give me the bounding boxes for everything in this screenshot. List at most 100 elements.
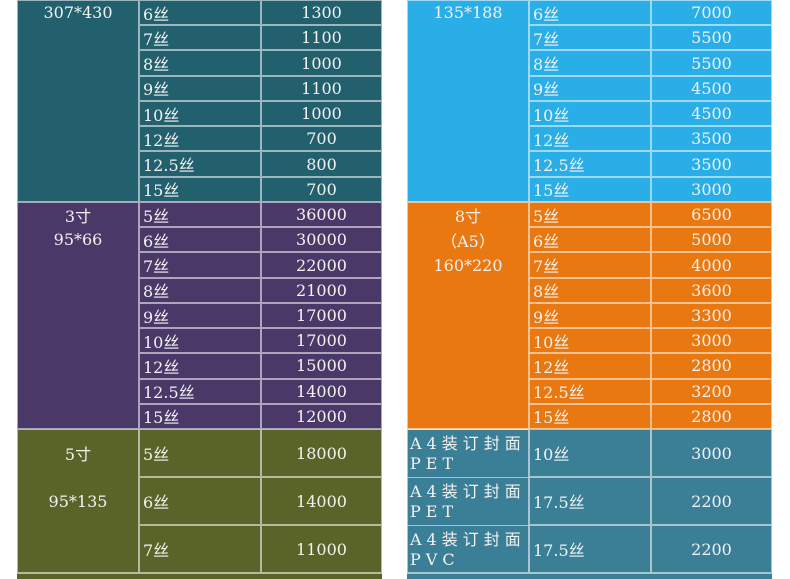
quantity-cell: 3000: [651, 328, 772, 354]
thickness-cell: 6丝: [529, 0, 651, 26]
quantity-cell: 800: [261, 151, 382, 177]
size-label: 95*135: [48, 491, 108, 511]
size-label: 95*66: [53, 230, 103, 250]
quantity-cell: 1000: [261, 100, 382, 127]
right-bottom-strip: [407, 573, 772, 579]
thickness-cell: 5丝: [139, 429, 261, 478]
thickness-cell: 8丝: [529, 277, 651, 303]
thickness-cell: 8丝: [139, 50, 261, 76]
merged-cell: [407, 0, 529, 202]
quantity-cell: 2200: [651, 525, 772, 574]
thickness-cell: 9丝: [139, 302, 261, 329]
thickness-cell: 10丝: [529, 328, 651, 354]
thickness-cell: 7丝: [139, 525, 261, 574]
quantity-cell: 3600: [651, 277, 772, 303]
quantity-cell: 6500: [651, 201, 772, 228]
thickness-cell: 7丝: [529, 252, 651, 278]
quantity-cell: 14000: [261, 378, 382, 404]
quantity-cell: 36000: [261, 201, 382, 228]
thickness-cell: 12.5丝: [529, 151, 651, 177]
thickness-cell: 9丝: [529, 75, 651, 101]
thickness-cell: 9丝: [529, 302, 651, 329]
thickness-cell: 15丝: [529, 176, 651, 202]
quantity-cell: 5500: [651, 25, 772, 51]
quantity-cell: 1100: [261, 25, 382, 51]
size-label: 160*220: [433, 255, 503, 275]
quantity-cell: 4500: [651, 100, 772, 127]
merged-cell: [17, 201, 139, 430]
quantity-cell: 4000: [651, 252, 772, 278]
merged-cell: [407, 429, 529, 574]
size-label: 5寸: [64, 445, 92, 465]
thickness-cell: 12丝: [529, 353, 651, 379]
size-label: A4装订封面PVC: [407, 525, 529, 573]
quantity-cell: 3000: [651, 176, 772, 202]
quantity-cell: 3300: [651, 302, 772, 329]
quantity-cell: 11000: [261, 525, 382, 574]
quantity-cell: 2800: [651, 353, 772, 379]
quantity-cell: 4500: [651, 75, 772, 101]
thickness-cell: 17.5丝: [529, 525, 651, 574]
thickness-cell: 9丝: [139, 75, 261, 101]
size-label: 135*188: [433, 3, 503, 23]
quantity-cell: 17000: [261, 302, 382, 329]
thickness-cell: 17.5丝: [529, 477, 651, 526]
quantity-cell: 30000: [261, 227, 382, 253]
thickness-cell: 7丝: [139, 252, 261, 278]
thickness-cell: 12丝: [139, 353, 261, 379]
thickness-cell: 6丝: [139, 477, 261, 526]
quantity-cell: 17000: [261, 328, 382, 354]
thickness-cell: 15丝: [139, 176, 261, 202]
thickness-cell: 6丝: [139, 0, 261, 26]
quantity-cell: 7000: [651, 0, 772, 26]
thickness-cell: 7丝: [529, 25, 651, 51]
thickness-cell: 10丝: [139, 100, 261, 127]
thickness-cell: 10丝: [529, 429, 651, 478]
merged-cell: [17, 0, 139, 202]
thickness-cell: 12.5丝: [139, 151, 261, 177]
thickness-cell: 15丝: [529, 403, 651, 430]
thickness-cell: 12.5丝: [529, 378, 651, 404]
quantity-cell: 700: [261, 176, 382, 202]
thickness-cell: 10丝: [529, 100, 651, 127]
thickness-cell: 6丝: [529, 227, 651, 253]
thickness-cell: 10丝: [139, 328, 261, 354]
size-label: 3寸: [64, 206, 92, 226]
quantity-cell: 5500: [651, 50, 772, 76]
quantity-cell: 18000: [261, 429, 382, 478]
quantity-cell: 22000: [261, 252, 382, 278]
quantity-cell: 3000: [651, 429, 772, 478]
quantity-cell: 1100: [261, 75, 382, 101]
quantity-cell: 15000: [261, 353, 382, 379]
quantity-cell: 21000: [261, 277, 382, 303]
thickness-cell: 12丝: [139, 126, 261, 152]
thickness-cell: 6丝: [139, 227, 261, 253]
thickness-cell: 12丝: [529, 126, 651, 152]
size-label: 8寸: [454, 206, 482, 226]
quantity-cell: 3500: [651, 151, 772, 177]
quantity-cell: 14000: [261, 477, 382, 526]
left-bottom-strip: [17, 573, 382, 579]
merged-cell: [407, 201, 529, 430]
size-label: A4装订封面PET: [407, 477, 529, 525]
thickness-cell: 12.5丝: [139, 378, 261, 404]
size-label: 307*430: [43, 3, 113, 23]
quantity-cell: 3200: [651, 378, 772, 404]
size-label: A4装订封面PET: [407, 429, 529, 477]
thickness-cell: 15丝: [139, 403, 261, 430]
quantity-cell: 5000: [651, 227, 772, 253]
quantity-cell: 2200: [651, 477, 772, 526]
quantity-cell: 700: [261, 126, 382, 152]
quantity-cell: 1300: [261, 0, 382, 26]
thickness-cell: 5丝: [139, 201, 261, 228]
quantity-cell: 2800: [651, 403, 772, 430]
thickness-cell: 7丝: [139, 25, 261, 51]
size-label: （A5）: [441, 231, 495, 251]
merged-cell: [17, 429, 139, 574]
quantity-cell: 3500: [651, 126, 772, 152]
quantity-cell: 12000: [261, 403, 382, 430]
thickness-cell: 8丝: [139, 277, 261, 303]
quantity-cell: 1000: [261, 50, 382, 76]
thickness-cell: 8丝: [529, 50, 651, 76]
